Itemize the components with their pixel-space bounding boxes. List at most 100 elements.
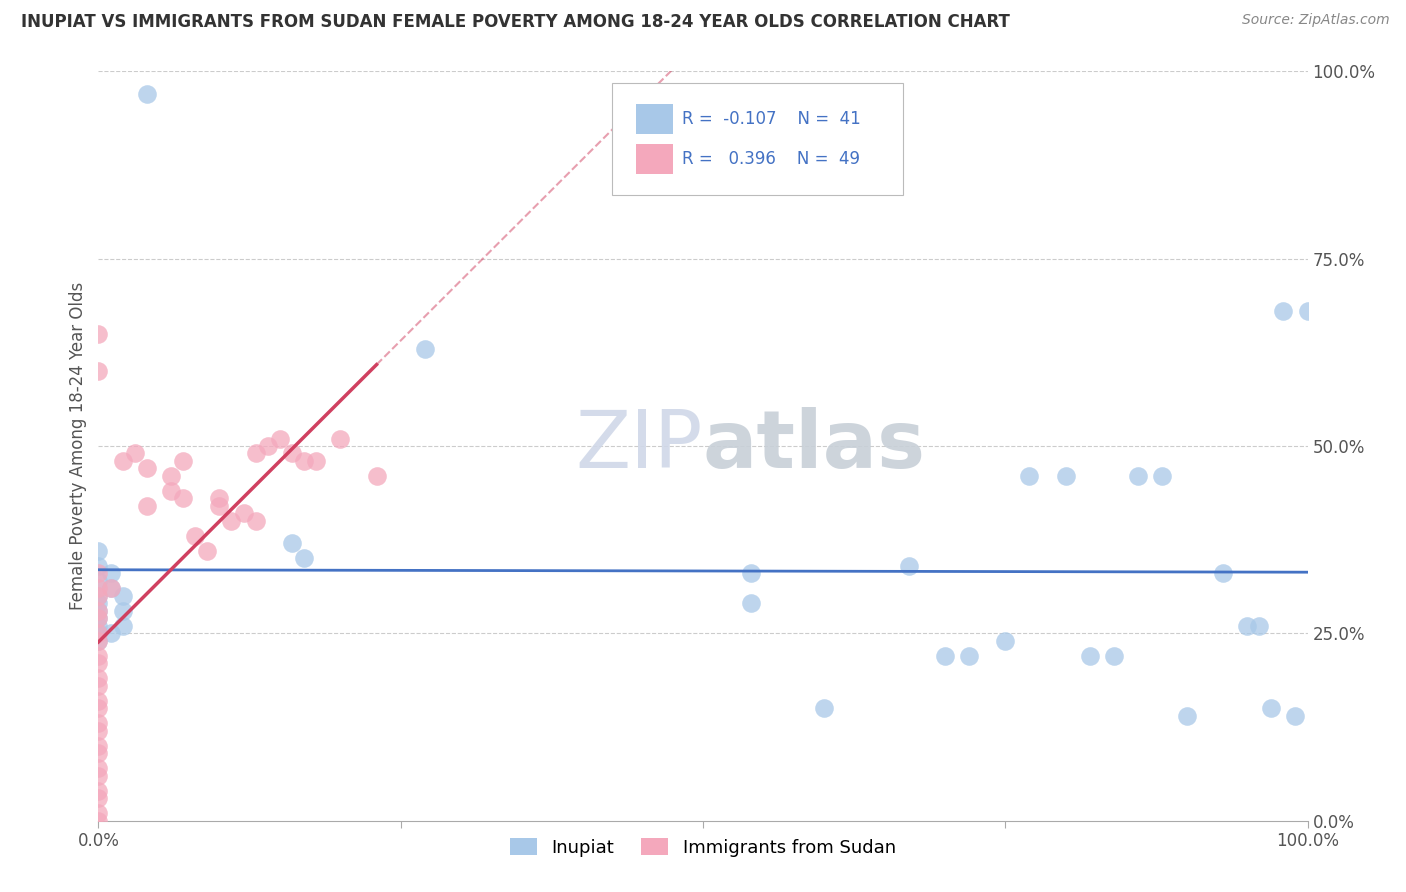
Point — [813, 701, 835, 715]
Point — [100, 626, 122, 640]
Point — [281, 536, 304, 550]
Point — [111, 454, 134, 468]
Point — [87, 604, 110, 618]
Point — [100, 566, 122, 581]
Point — [1236, 619, 1258, 633]
Point — [1249, 619, 1271, 633]
Point — [87, 761, 110, 775]
Point — [87, 589, 110, 603]
Point — [100, 582, 122, 596]
Point — [87, 783, 110, 797]
Point — [87, 671, 110, 685]
Point — [111, 604, 134, 618]
Point — [172, 454, 194, 468]
Point — [87, 574, 110, 588]
Point — [87, 716, 110, 731]
Point — [87, 611, 110, 625]
Point — [897, 558, 920, 573]
Point — [292, 551, 315, 566]
Point — [994, 633, 1017, 648]
Point — [195, 544, 218, 558]
Point — [87, 604, 110, 618]
Point — [111, 619, 134, 633]
Point — [281, 446, 304, 460]
Point — [305, 454, 328, 468]
Point — [87, 364, 110, 378]
Point — [740, 566, 762, 581]
Point — [1272, 304, 1295, 318]
Point — [87, 596, 110, 610]
Point — [1078, 648, 1101, 663]
Point — [292, 454, 315, 468]
Point — [1260, 701, 1282, 715]
Point — [184, 529, 207, 543]
Point — [245, 514, 267, 528]
Y-axis label: Female Poverty Among 18-24 Year Olds: Female Poverty Among 18-24 Year Olds — [69, 282, 87, 610]
Point — [100, 582, 122, 596]
Point — [245, 446, 267, 460]
Point — [87, 626, 110, 640]
Point — [87, 814, 110, 828]
Point — [111, 589, 134, 603]
Point — [1296, 304, 1319, 318]
Point — [87, 619, 110, 633]
Point — [1102, 648, 1125, 663]
Point — [87, 723, 110, 738]
Point — [87, 633, 110, 648]
Point — [329, 432, 352, 446]
Point — [87, 633, 110, 648]
Point — [172, 491, 194, 506]
Point — [87, 582, 110, 596]
Point — [1212, 566, 1234, 581]
Point — [87, 657, 110, 671]
Point — [87, 739, 110, 753]
Point — [87, 648, 110, 663]
Text: INUPIAT VS IMMIGRANTS FROM SUDAN FEMALE POVERTY AMONG 18-24 YEAR OLDS CORRELATIO: INUPIAT VS IMMIGRANTS FROM SUDAN FEMALE … — [21, 13, 1010, 31]
Point — [934, 648, 956, 663]
Point — [87, 566, 110, 581]
Point — [135, 461, 157, 475]
Point — [124, 446, 146, 460]
Point — [256, 439, 278, 453]
Point — [221, 514, 243, 528]
Legend: Inupiat, Immigrants from Sudan: Inupiat, Immigrants from Sudan — [503, 830, 903, 864]
Point — [1128, 469, 1150, 483]
Point — [87, 679, 110, 693]
Point — [1152, 469, 1174, 483]
Point — [87, 544, 110, 558]
FancyBboxPatch shape — [637, 144, 672, 174]
Text: Source: ZipAtlas.com: Source: ZipAtlas.com — [1241, 13, 1389, 28]
Point — [208, 499, 231, 513]
FancyBboxPatch shape — [613, 83, 903, 195]
Point — [740, 596, 762, 610]
Point — [413, 342, 436, 356]
Text: atlas: atlas — [703, 407, 927, 485]
Point — [87, 326, 110, 341]
Point — [87, 806, 110, 821]
Point — [87, 611, 110, 625]
Point — [87, 791, 110, 805]
Point — [160, 469, 183, 483]
Text: ZIP: ZIP — [575, 407, 703, 485]
Point — [87, 701, 110, 715]
Text: R =  -0.107    N =  41: R = -0.107 N = 41 — [682, 110, 862, 128]
Point — [366, 469, 388, 483]
Point — [160, 483, 183, 498]
Point — [957, 648, 980, 663]
Text: R =   0.396    N =  49: R = 0.396 N = 49 — [682, 150, 860, 168]
Point — [208, 491, 231, 506]
Point — [269, 432, 291, 446]
Point — [87, 694, 110, 708]
Point — [87, 746, 110, 760]
Point — [1175, 708, 1198, 723]
Point — [135, 87, 157, 101]
Point — [135, 499, 157, 513]
Point — [87, 769, 110, 783]
Point — [1018, 469, 1040, 483]
Point — [232, 507, 254, 521]
Point — [1284, 708, 1306, 723]
Point — [87, 626, 110, 640]
Point — [87, 558, 110, 573]
Point — [87, 589, 110, 603]
Point — [1054, 469, 1077, 483]
